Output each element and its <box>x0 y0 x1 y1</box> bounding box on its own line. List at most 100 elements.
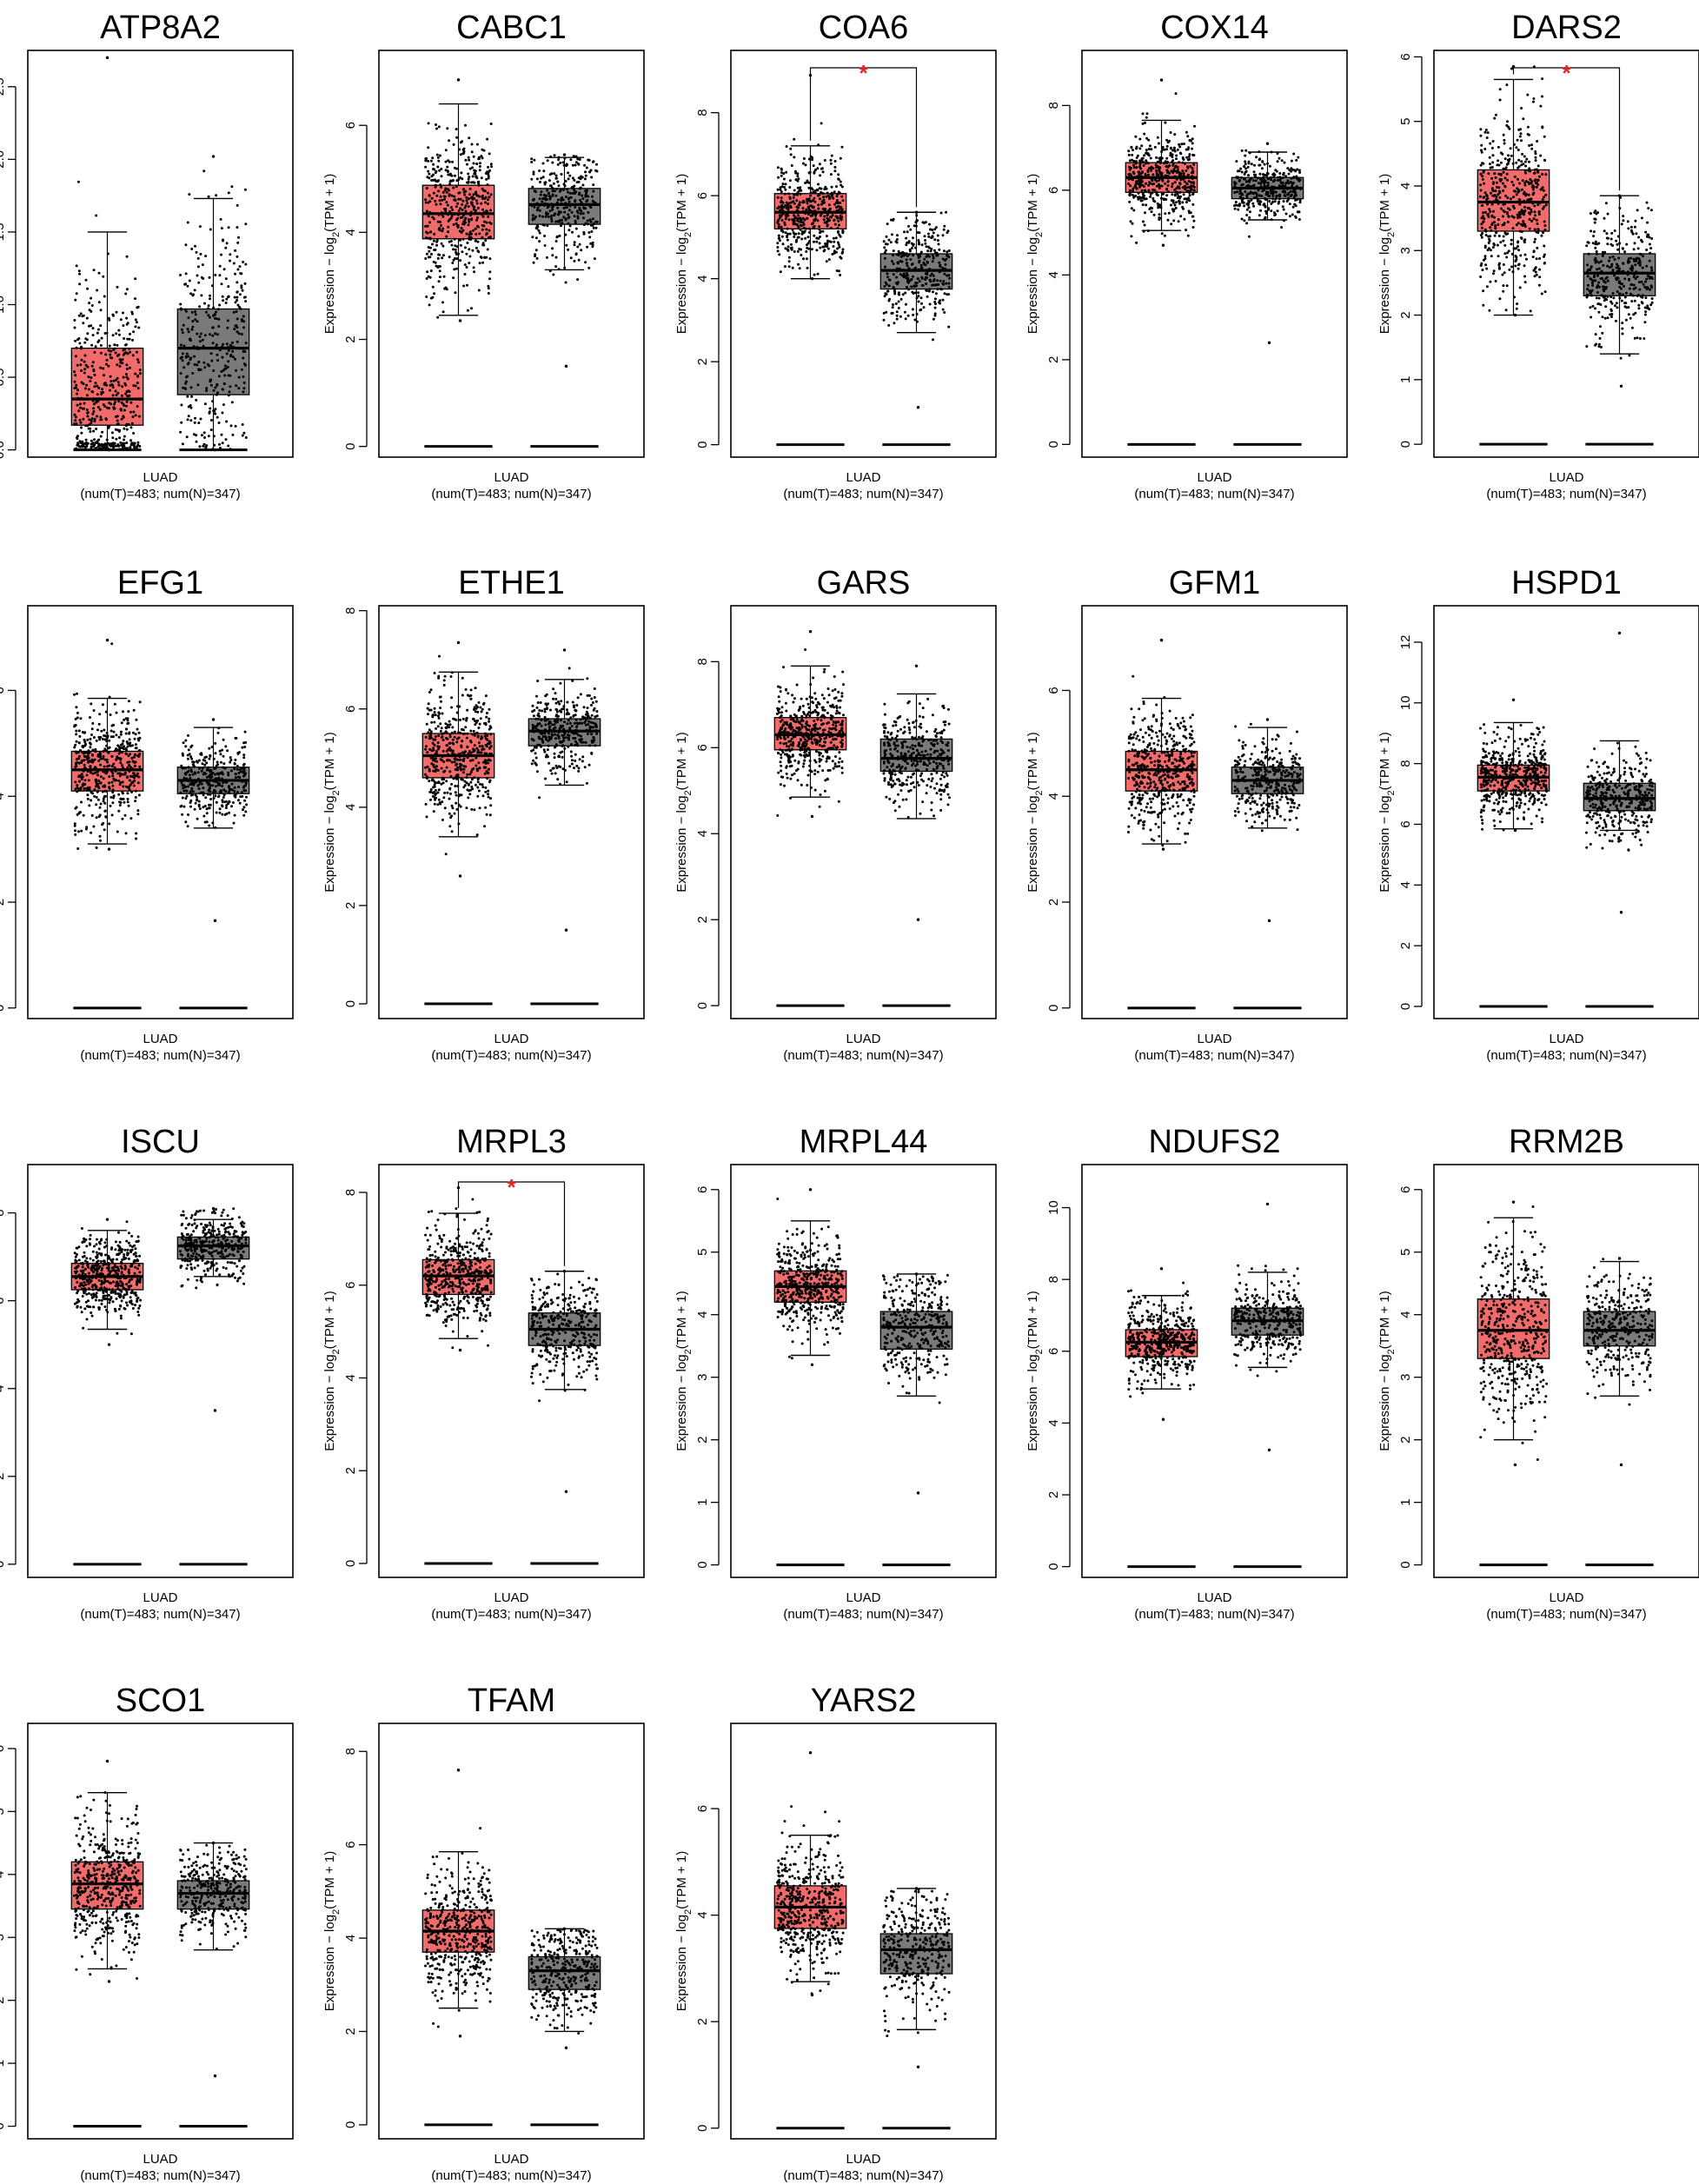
y-axis-title-suffix: (TPM + 1) <box>1377 174 1392 232</box>
data-point <box>241 289 244 292</box>
data-point <box>805 257 808 261</box>
data-point <box>1169 154 1172 157</box>
data-point <box>584 193 587 196</box>
data-point <box>530 177 534 181</box>
data-point <box>129 350 131 354</box>
data-point <box>79 787 83 789</box>
data-point <box>1485 136 1489 139</box>
data-point <box>127 710 130 714</box>
data-point <box>1534 214 1536 217</box>
data-point <box>116 772 120 775</box>
data-point <box>204 255 208 258</box>
data-point <box>1244 163 1247 166</box>
data-point <box>468 262 471 265</box>
data-point <box>1589 315 1593 319</box>
data-point <box>823 215 826 218</box>
data-point <box>587 266 591 269</box>
data-point <box>573 184 576 188</box>
data-point <box>1192 189 1196 192</box>
data-point <box>96 415 98 418</box>
data-point <box>127 422 130 426</box>
data-point <box>1610 315 1613 318</box>
data-point <box>538 215 541 217</box>
data-point <box>213 409 216 413</box>
data-point <box>105 362 108 366</box>
data-point <box>892 249 895 253</box>
data-point <box>447 225 450 229</box>
data-point <box>89 716 91 719</box>
data-point <box>1191 226 1195 229</box>
data-point <box>1237 176 1240 179</box>
data-point <box>98 408 102 411</box>
data-point <box>1531 188 1535 191</box>
data-point <box>550 214 554 217</box>
data-point <box>943 259 946 262</box>
data-point <box>135 718 138 721</box>
data-point <box>460 171 463 175</box>
y-tick-label: 2 <box>1398 311 1413 318</box>
data-point <box>92 825 96 828</box>
data-point <box>233 295 236 299</box>
data-point <box>561 161 565 164</box>
data-point <box>926 289 929 292</box>
data-point <box>1530 219 1533 222</box>
data-point <box>179 307 183 310</box>
data-point <box>467 205 470 209</box>
data-point <box>117 400 121 403</box>
data-point <box>1173 133 1177 136</box>
data-point <box>1247 235 1251 238</box>
data-point <box>815 249 819 252</box>
data-point <box>74 374 77 377</box>
data-point <box>474 169 477 173</box>
data-point <box>912 254 915 257</box>
data-point <box>131 760 135 763</box>
data-point <box>795 199 799 202</box>
data-point <box>1620 299 1623 302</box>
data-point <box>126 775 129 779</box>
data-point <box>455 245 459 249</box>
data-point <box>114 428 117 431</box>
data-point <box>1630 326 1634 329</box>
data-point <box>947 285 951 289</box>
data-point <box>100 390 103 394</box>
data-point <box>1484 129 1488 131</box>
data-point <box>103 794 107 798</box>
data-point <box>126 800 129 804</box>
data-point <box>192 433 196 436</box>
data-point <box>793 156 796 159</box>
data-point <box>237 786 240 788</box>
data-point <box>108 746 111 749</box>
data-point <box>1503 176 1507 180</box>
data-point <box>1153 145 1157 149</box>
data-point <box>134 297 136 301</box>
data-point <box>837 269 840 273</box>
data-point <box>1486 131 1490 135</box>
data-point <box>90 296 93 300</box>
data-point <box>920 276 924 280</box>
data-point <box>796 217 800 221</box>
data-point <box>232 310 236 314</box>
data-point <box>1146 169 1150 172</box>
data-point <box>534 253 537 256</box>
data-point <box>190 770 193 773</box>
data-point <box>78 445 82 448</box>
data-point <box>1527 169 1530 172</box>
data-point <box>425 187 428 190</box>
data-point <box>886 275 889 279</box>
data-point <box>1631 294 1635 297</box>
x-group-label: LUAD <box>1197 470 1231 485</box>
data-point <box>1644 310 1648 314</box>
data-point <box>808 231 811 234</box>
data-point-max <box>105 56 110 60</box>
data-point <box>1244 149 1248 152</box>
data-point <box>193 355 196 358</box>
data-point <box>220 253 222 256</box>
data-point <box>1536 203 1540 207</box>
data-point <box>1274 169 1278 172</box>
data-point <box>487 176 490 180</box>
data-point <box>928 288 932 291</box>
data-point <box>441 229 444 233</box>
data-point <box>572 155 575 158</box>
data-point <box>1297 156 1300 159</box>
data-point <box>1157 173 1160 176</box>
